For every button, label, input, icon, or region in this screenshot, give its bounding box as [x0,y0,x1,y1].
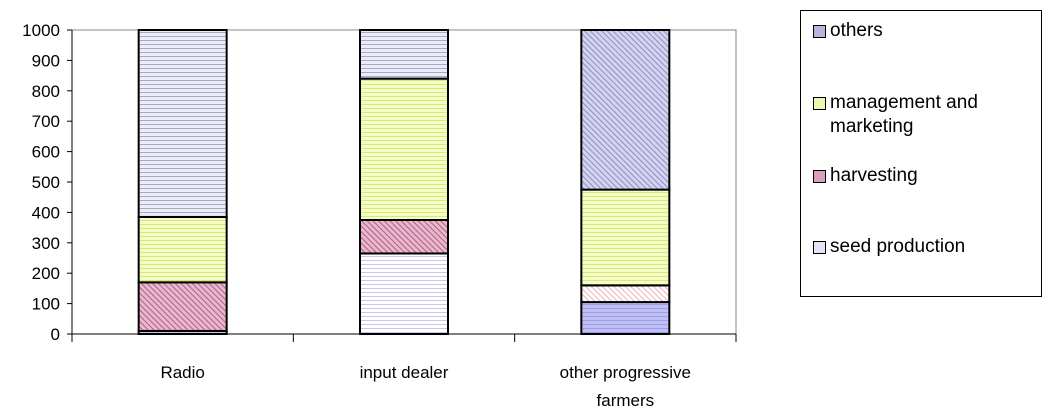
legend-item-management-and-marketing: management and marketing [813,91,1040,139]
y-tick-label: 600 [32,143,60,162]
y-tick-label: 700 [32,112,60,131]
bar-segment-harvesting-0 [137,281,228,332]
y-tick-label: 400 [32,203,60,222]
bar-segment-management-and-marketing-0 [137,215,228,284]
legend-label: management and marketing [830,92,978,137]
legend-item-harvesting: harvesting [813,164,1040,188]
legend-label: harvesting [830,165,918,186]
x-category-label: input dealer [360,363,449,382]
bar-segment-harvesting-1 [359,219,449,255]
legend-label: others [830,20,883,41]
bars [137,29,671,335]
legend-swatch [813,241,826,254]
legend-item-others: others [813,19,1040,43]
x-axis: Radio input dealer other progressive farmer… [71,333,737,410]
y-tick-label: 800 [32,82,60,101]
bar-segment-others-2 [580,29,671,191]
y-axis: 0 100 200 300 400 500 600 700 800 900 1000 [22,21,73,344]
x-category-label: Radio [160,363,204,382]
y-tick-label: 200 [32,264,60,283]
legend-item-seed-production: seed production [813,235,1040,259]
y-tick-label: 100 [32,295,60,314]
bar-segment-others-0 [137,29,228,218]
bar-segment-seed-production-1 [359,252,449,335]
x-category-label: other progressive farmers [560,363,691,410]
legend: others management and marketing harvesting… [800,10,1042,297]
bar-segment-seed-production-2 [580,301,671,335]
bar-segment-harvesting-2 [580,284,671,304]
y-tick-label: 0 [51,325,60,344]
legend-swatch [813,25,826,38]
legend-label: seed production [830,236,966,257]
bar-segment-management-and-marketing-2 [580,188,671,287]
legend-swatch [813,170,826,183]
stacked-bar-chart: 0 100 200 300 400 500 600 700 800 900 1000 Radio in… [22,21,737,410]
bar-segment-others-1 [359,29,449,80]
y-tick-label: 900 [32,51,60,70]
bar-segment-management-and-marketing-1 [359,77,449,221]
legend-swatch [813,97,826,110]
y-tick-label: 1000 [22,21,60,40]
y-tick-label: 500 [32,173,60,192]
y-tick-label: 300 [32,234,60,253]
